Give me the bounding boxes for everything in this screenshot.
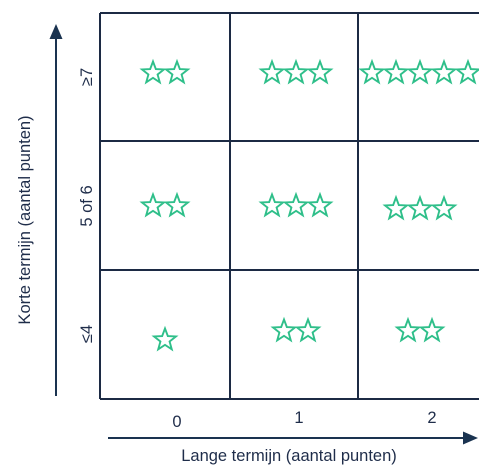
star-outline-icon xyxy=(163,191,191,218)
matrix-grid xyxy=(99,12,479,400)
x-axis-title: Lange termijn (aantal punten) xyxy=(181,447,397,465)
star-outline-icon xyxy=(406,58,434,85)
star-outline-icon xyxy=(454,58,479,85)
star-group-1-0 xyxy=(139,191,191,218)
star-group-0-2 xyxy=(358,58,479,85)
star-outline-icon xyxy=(282,191,310,218)
star-outline-icon xyxy=(394,316,422,343)
column-label-1: 1 xyxy=(294,409,303,427)
row-label-low: ≤4 xyxy=(78,325,96,343)
star-group-2-1 xyxy=(270,316,322,343)
star-ratings xyxy=(139,58,479,352)
x-axis-arrow-icon xyxy=(463,431,478,445)
star-outline-icon xyxy=(418,316,446,343)
star-outline-icon xyxy=(151,325,179,352)
star-group-1-2 xyxy=(382,194,458,221)
star-outline-icon xyxy=(430,194,458,221)
y-axis-arrow-icon xyxy=(49,24,63,39)
row-label-high: ≥7 xyxy=(78,68,96,86)
row-label-mid: 5 of 6 xyxy=(78,185,96,226)
star-outline-icon xyxy=(270,316,298,343)
star-group-2-0 xyxy=(151,325,179,352)
star-group-2-2 xyxy=(394,316,446,343)
star-outline-icon xyxy=(306,58,334,85)
star-outline-icon xyxy=(382,58,410,85)
column-label-2: 2 xyxy=(427,409,436,427)
star-outline-icon xyxy=(139,191,167,218)
y-axis-title: Korte termijn (aantal punten) xyxy=(16,115,34,324)
star-outline-icon xyxy=(430,58,458,85)
star-group-0-0 xyxy=(139,58,191,85)
star-outline-icon xyxy=(306,191,334,218)
star-outline-icon xyxy=(258,58,286,85)
star-outline-icon xyxy=(258,191,286,218)
y-axis xyxy=(49,24,63,396)
star-outline-icon xyxy=(139,58,167,85)
column-label-0: 0 xyxy=(172,413,181,431)
star-outline-icon xyxy=(163,58,191,85)
x-axis xyxy=(108,431,478,445)
star-group-1-1 xyxy=(258,191,334,218)
star-outline-icon xyxy=(358,58,386,85)
star-outline-icon xyxy=(406,194,434,221)
star-outline-icon xyxy=(294,316,322,343)
star-outline-icon xyxy=(382,194,410,221)
star-outline-icon xyxy=(282,58,310,85)
star-group-0-1 xyxy=(258,58,334,85)
